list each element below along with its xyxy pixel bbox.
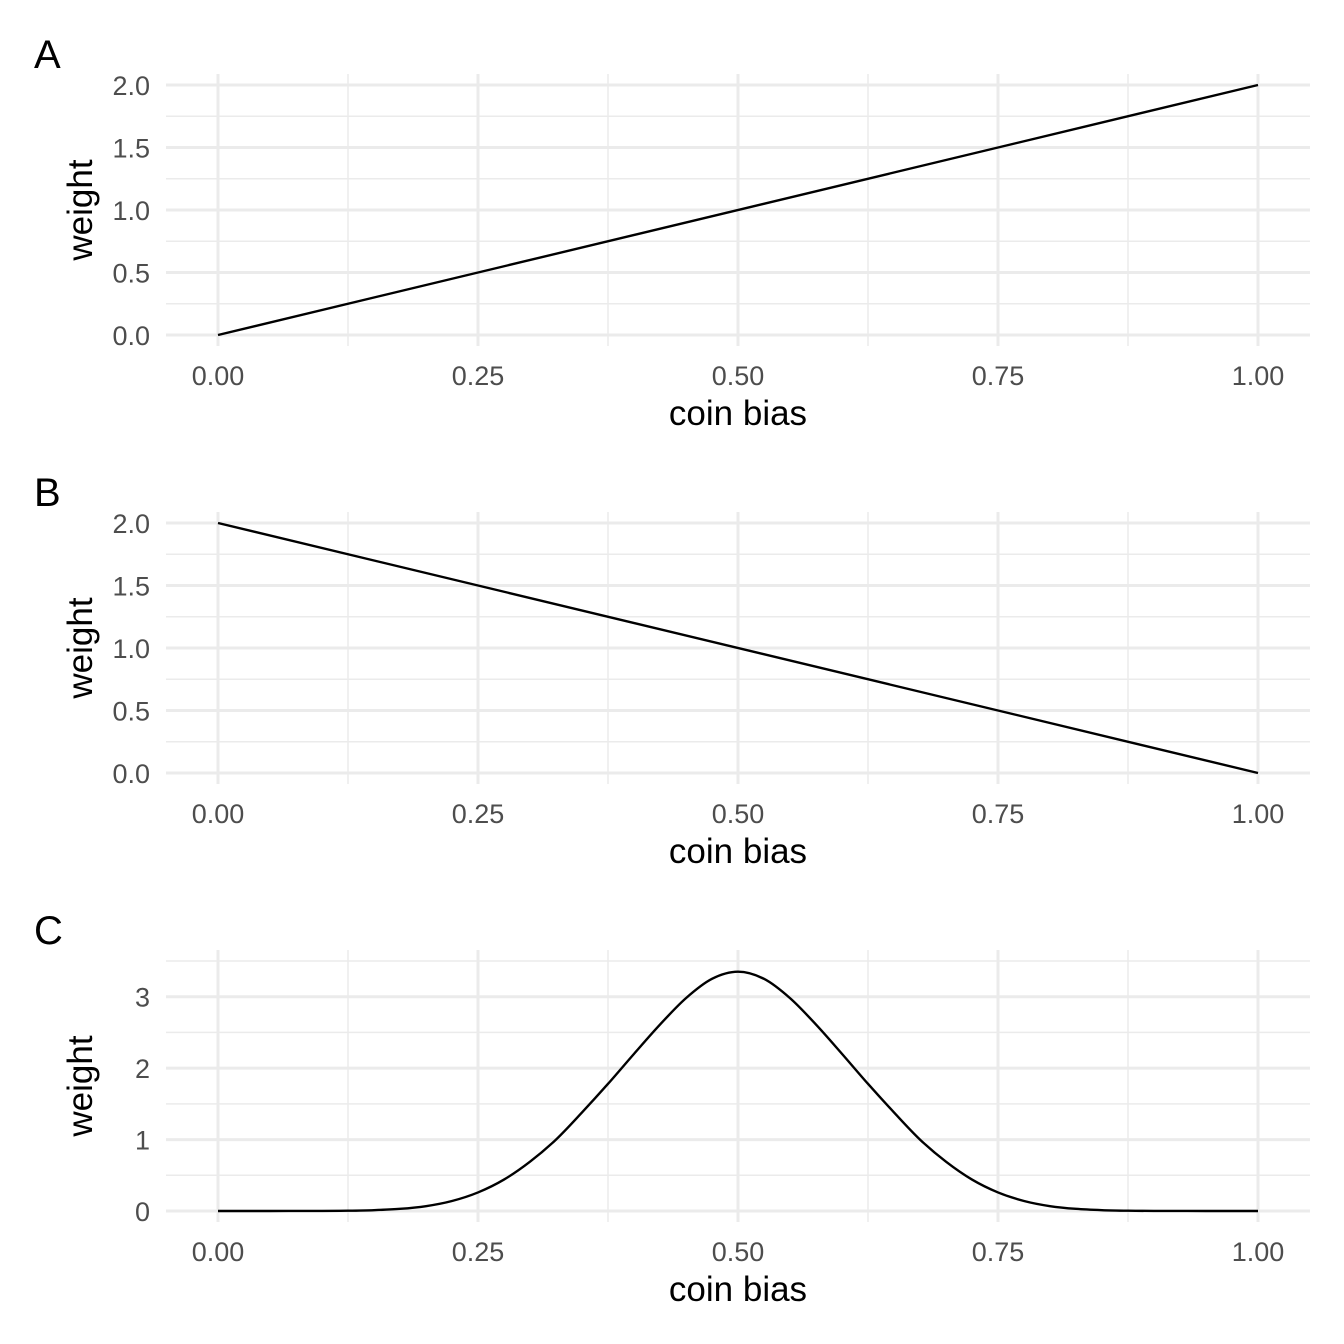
x-tick-label: 0.75 (972, 799, 1025, 829)
grid (166, 74, 1310, 346)
x-axis-title: coin bias (669, 1270, 807, 1309)
y-tick-label: 1.5 (112, 572, 150, 602)
x-tick-label: 0.75 (972, 361, 1025, 391)
y-tick-label: 3 (135, 983, 150, 1013)
x-tick-label: 0.00 (192, 799, 245, 829)
panel-label: C (34, 909, 63, 953)
panel-label: A (34, 33, 61, 77)
grid (166, 950, 1310, 1222)
series-line (217, 83, 1259, 337)
x-tick-label: 0.25 (452, 799, 505, 829)
y-axis-title: weight (61, 1035, 100, 1137)
y-tick-label: 2 (135, 1054, 150, 1084)
y-tick-label: 1.5 (112, 134, 150, 164)
panel-a: 0.00 0.25 0.50 0.75 1.00 0.0 0.5 1.0 1.5 2.0 coin … (34, 33, 1310, 433)
x-tick-label: 0.25 (452, 1237, 505, 1267)
x-axis-title: coin bias (669, 394, 807, 433)
x-tick-label: 1.00 (1232, 1237, 1285, 1267)
panel-label: B (34, 471, 61, 515)
x-tick-label: 0.00 (192, 1237, 245, 1267)
x-tick-label: 0.00 (192, 361, 245, 391)
x-tick-label: 0.75 (972, 1237, 1025, 1267)
panel-b: 0.00 0.25 0.50 0.75 1.00 0.0 0.5 1.0 1.5 2.0 coin … (34, 471, 1310, 871)
series-line (217, 970, 1259, 1213)
x-tick-label: 0.50 (712, 799, 765, 829)
x-tick-label: 0.50 (712, 1237, 765, 1267)
x-tick-label: 0.50 (712, 361, 765, 391)
y-tick-label: 0.0 (112, 759, 150, 789)
series-line (217, 521, 1259, 775)
y-axis-title: weight (61, 597, 100, 699)
panel-c: 0.00 0.25 0.50 0.75 1.00 0 1 2 3 coin bias weight C (34, 909, 1310, 1309)
y-tick-label: 0.5 (112, 259, 150, 289)
y-tick-label: 1.0 (112, 634, 150, 664)
x-tick-label: 1.00 (1232, 799, 1285, 829)
x-tick-label: 0.25 (452, 361, 505, 391)
y-tick-label: 0 (135, 1197, 150, 1227)
y-tick-label: 0.0 (112, 321, 150, 351)
x-axis-title: coin bias (669, 832, 807, 871)
y-tick-label: 2.0 (112, 509, 150, 539)
x-tick-label: 1.00 (1232, 361, 1285, 391)
grid (166, 512, 1310, 784)
y-tick-label: 2.0 (112, 71, 150, 101)
y-axis-title: weight (61, 159, 100, 261)
y-tick-label: 0.5 (112, 697, 150, 727)
y-tick-label: 1.0 (112, 196, 150, 226)
y-tick-label: 1 (135, 1126, 150, 1156)
